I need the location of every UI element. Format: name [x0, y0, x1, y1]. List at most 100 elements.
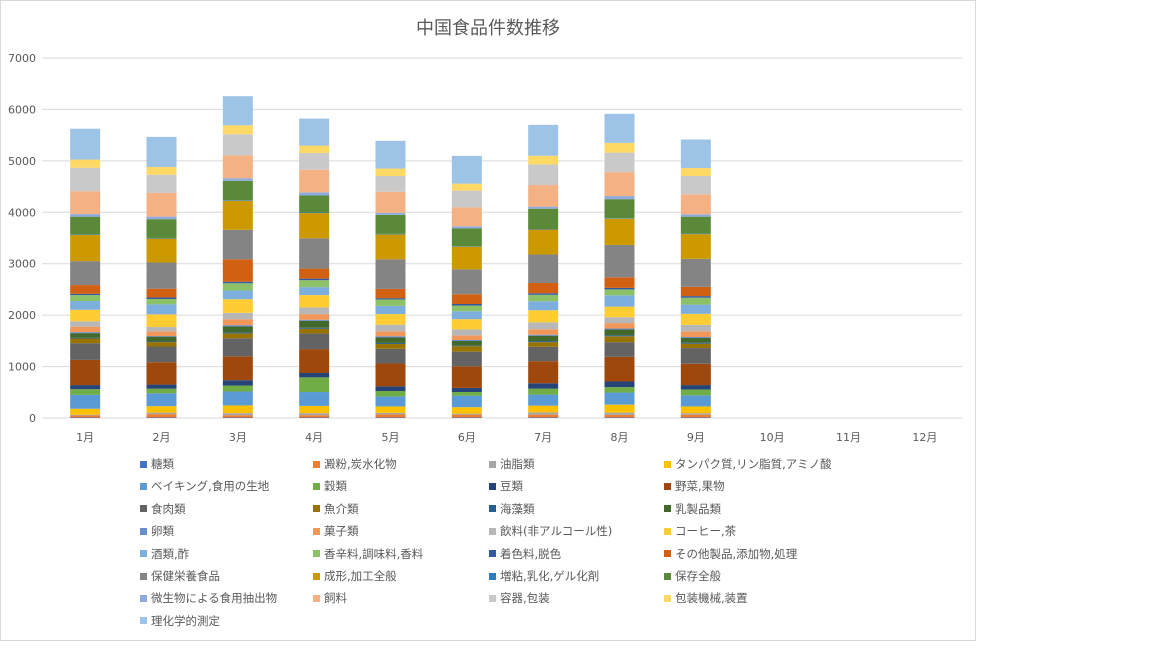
- bar-segment: [222, 125, 253, 135]
- bar-segment: [146, 384, 177, 389]
- bar-segment: [375, 406, 406, 413]
- bar-segment: [299, 278, 330, 281]
- bar-segment: [222, 200, 253, 230]
- bar-segment: [680, 413, 711, 415]
- legend-item: 豆類: [489, 478, 523, 494]
- bar-segment: [146, 346, 177, 363]
- bar-segment: [604, 342, 635, 357]
- bar-segment: [604, 329, 635, 336]
- bar-segment: [299, 287, 330, 296]
- bar-segment: [604, 412, 635, 415]
- bar-segment: [680, 363, 711, 386]
- legend-label: タンパク質,リン脂質,アミノ酸: [675, 457, 832, 471]
- bar-segment: [528, 283, 559, 294]
- bar-segment: [70, 326, 101, 333]
- bar-segment: [680, 168, 711, 177]
- bar-segment: [451, 190, 482, 208]
- legend-label: 卵類: [151, 524, 174, 539]
- legend-swatch: [489, 572, 496, 580]
- bar-segment: [451, 246, 482, 247]
- bar-segment: [604, 392, 635, 405]
- bar-segment: [299, 268, 330, 279]
- bar-segment: [604, 323, 635, 329]
- bar-segment: [146, 331, 177, 337]
- legend-item: 卵類: [140, 523, 174, 539]
- bar-segment: [680, 258, 711, 287]
- bar-segment: [70, 417, 101, 418]
- legend-swatch: [664, 482, 671, 490]
- bar-segment: [299, 118, 330, 146]
- bar-segment: [70, 234, 101, 262]
- bar-segment: [299, 320, 330, 328]
- legend-swatch: [489, 505, 496, 513]
- bar-segment: [375, 343, 406, 349]
- bar-segment: [680, 233, 711, 235]
- bar-segment: [222, 326, 253, 333]
- bar-segment: [146, 342, 177, 347]
- bar-segment: [222, 290, 253, 300]
- bar-segment: [70, 128, 101, 160]
- bar-segment: [70, 214, 101, 217]
- bar-segment: [222, 405, 253, 414]
- legend-item: 糖類: [140, 456, 174, 472]
- bar-segment: [528, 405, 559, 413]
- legend-label: 飼料: [324, 591, 347, 606]
- legend-label: その他製品,添加物,処理: [675, 546, 798, 561]
- legend-swatch: [140, 527, 147, 535]
- bar-segment: [451, 329, 482, 336]
- legend-swatch: [664, 572, 671, 580]
- legend-label: 菓子類: [324, 524, 359, 539]
- x-tick-label: 8月: [611, 431, 629, 444]
- legend-swatch: [664, 460, 671, 468]
- bar-segment: [528, 322, 559, 330]
- bar-segment: [680, 176, 711, 195]
- bar-segment: [604, 199, 635, 219]
- legend-label: 乳製品類: [675, 501, 721, 516]
- bar-segment: [375, 414, 406, 418]
- bar-segment: [528, 185, 559, 207]
- bar-segment: [451, 392, 482, 396]
- legend-label: 豆類: [500, 479, 523, 494]
- bar-segment: [146, 314, 177, 328]
- bar-segment: [604, 152, 635, 173]
- bar-segment: [604, 196, 635, 200]
- bar-segment: [451, 207, 482, 227]
- bar-segment: [451, 303, 482, 306]
- bar-segment: [604, 306, 635, 318]
- bar-segment: [451, 319, 482, 330]
- bar-segment: [680, 414, 711, 418]
- bar-segment: [451, 345, 482, 347]
- bar-segment: [222, 413, 253, 416]
- bar-segment: [451, 155, 482, 184]
- bar-segment: [451, 413, 482, 415]
- legend-item: タンパク質,リン脂質,アミノ酸: [664, 456, 832, 472]
- bar-segment: [604, 417, 635, 418]
- bar-segment: [299, 195, 330, 213]
- bar-segment: [604, 287, 635, 290]
- legend-swatch: [664, 505, 671, 513]
- bar-segment: [146, 216, 177, 220]
- bar-segment: [70, 216, 101, 235]
- bar-segment: [375, 212, 406, 215]
- bar-segment: [528, 164, 559, 186]
- bar-segment: [604, 387, 635, 393]
- x-tick-label: 7月: [534, 431, 552, 444]
- bar-segment: [528, 254, 559, 283]
- bar-segment: [375, 314, 406, 325]
- legend-label: 容器,包装: [500, 591, 550, 606]
- bar-segment: [299, 328, 330, 334]
- legend-swatch: [313, 550, 320, 558]
- bar-segment: [70, 337, 101, 339]
- bar-segment: [375, 342, 406, 344]
- legend-swatch: [140, 460, 147, 468]
- legend-label: 増粘,乳化,ゲル化剤: [500, 569, 600, 583]
- bar-segment: [528, 334, 559, 336]
- legend-label: 包装機械,装置: [675, 591, 748, 606]
- stacked-bar-chart: 0 1000 2000 3000 4000 5000 6000 7000 1月 2月 3月 4月 5月 6…: [8, 52, 962, 444]
- y-tick-label: 2000: [8, 309, 36, 322]
- legend-label: 野菜,果物: [675, 479, 725, 494]
- legend-swatch: [489, 594, 496, 602]
- bar-segment: [604, 277, 635, 288]
- bar-segment: [680, 216, 711, 234]
- x-tick-label: 6月: [458, 431, 476, 444]
